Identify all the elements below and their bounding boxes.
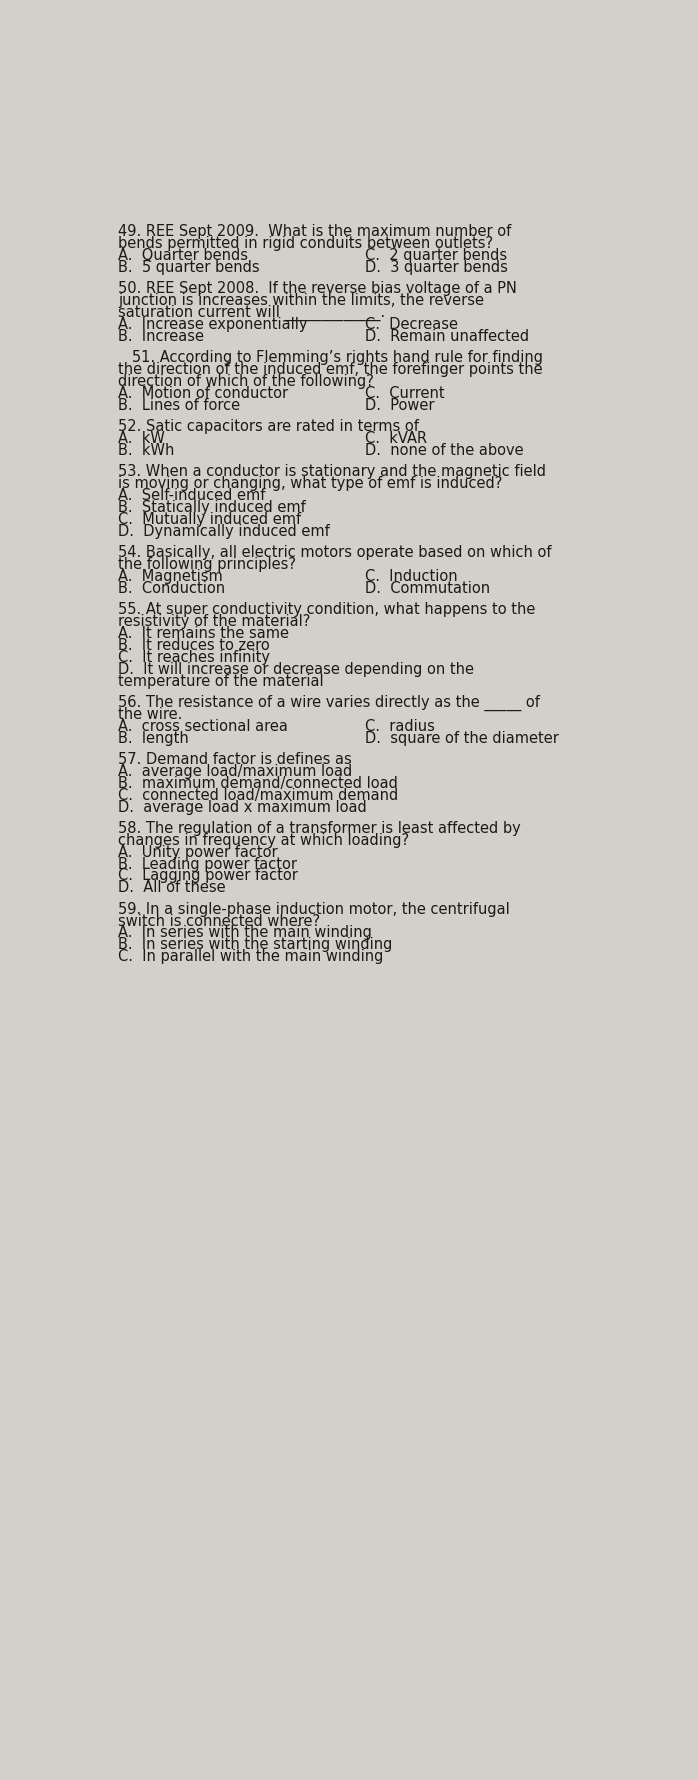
Text: B.  length: B. length: [118, 730, 189, 746]
Text: D.  square of the diameter: D. square of the diameter: [364, 730, 558, 746]
Text: D.  3 quarter bends: D. 3 quarter bends: [364, 260, 507, 276]
Text: B.  Statically induced emf: B. Statically induced emf: [118, 500, 306, 514]
Text: junction is increases within the limits, the reverse: junction is increases within the limits,…: [118, 294, 484, 308]
Text: C.  It reaches infinity: C. It reaches infinity: [118, 650, 270, 664]
Text: B.  Conduction: B. Conduction: [118, 580, 225, 596]
Text: A.  Self-induced emf: A. Self-induced emf: [118, 488, 266, 504]
Text: 53. When a conductor is stationary and the magnetic field: 53. When a conductor is stationary and t…: [118, 465, 547, 479]
Text: C.  Induction: C. Induction: [364, 570, 457, 584]
Text: saturation current will _____________.: saturation current will _____________.: [118, 304, 385, 322]
Text: B.  kWh: B. kWh: [118, 443, 174, 457]
Text: A.  Motion of conductor: A. Motion of conductor: [118, 386, 288, 400]
Text: C.  connected load/maximum demand: C. connected load/maximum demand: [118, 787, 399, 803]
Text: the direction of the induced emf, the forefinger points the: the direction of the induced emf, the fo…: [118, 361, 543, 377]
Text: resistivity of the material?: resistivity of the material?: [118, 614, 311, 628]
Text: B.  Lines of force: B. Lines of force: [118, 399, 240, 413]
Text: D.  It will increase or decrease depending on the: D. It will increase or decrease dependin…: [118, 662, 474, 676]
Text: A.  In series with the main winding: A. In series with the main winding: [118, 926, 372, 940]
Text: A.  Quarter bends: A. Quarter bends: [118, 247, 248, 263]
Text: bends permitted in rigid conduits between outlets?: bends permitted in rigid conduits betwee…: [118, 237, 493, 251]
Text: C.  In parallel with the main winding: C. In parallel with the main winding: [118, 949, 384, 965]
Text: B.  maximum demand/connected load: B. maximum demand/connected load: [118, 776, 398, 790]
Text: 58. The regulation of a transformer is least affected by: 58. The regulation of a transformer is l…: [118, 821, 521, 837]
Text: A.  average load/maximum load: A. average load/maximum load: [118, 764, 352, 780]
Text: C.  2 quarter bends: C. 2 quarter bends: [364, 247, 507, 263]
Text: 54. Basically, all electric motors operate based on which of: 54. Basically, all electric motors opera…: [118, 545, 551, 561]
Text: A.  Increase exponentially: A. Increase exponentially: [118, 317, 308, 333]
Text: D.  Dynamically induced emf: D. Dynamically induced emf: [118, 523, 330, 539]
Text: B.  It reduces to zero: B. It reduces to zero: [118, 637, 270, 653]
Text: D.  Power: D. Power: [364, 399, 434, 413]
Text: 55. At super conductivity condition, what happens to the: 55. At super conductivity condition, wha…: [118, 602, 535, 618]
Text: C.  radius: C. radius: [364, 719, 435, 733]
Text: 56. The resistance of a wire varies directly as the _____ of: 56. The resistance of a wire varies dire…: [118, 694, 540, 710]
Text: B.  Increase: B. Increase: [118, 329, 205, 344]
Text: D.  average load x maximum load: D. average load x maximum load: [118, 799, 367, 815]
Text: 49. REE Sept 2009.  What is the maximum number of: 49. REE Sept 2009. What is the maximum n…: [118, 224, 512, 239]
Text: the wire.: the wire.: [118, 707, 183, 721]
Text: B.  In series with the starting winding: B. In series with the starting winding: [118, 938, 392, 952]
Text: B.  Leading power factor: B. Leading power factor: [118, 856, 297, 872]
Text: D.  Remain unaffected: D. Remain unaffected: [364, 329, 529, 344]
Text: 51. According to Flemming’s rights hand rule for finding: 51. According to Flemming’s rights hand …: [118, 351, 543, 365]
Text: changes in frequency at which loading?: changes in frequency at which loading?: [118, 833, 409, 847]
Text: A.  cross sectional area: A. cross sectional area: [118, 719, 288, 733]
Text: 59. In a single-phase induction motor, the centrifugal: 59. In a single-phase induction motor, t…: [118, 902, 510, 917]
Text: 52. Satic capacitors are rated in terms of: 52. Satic capacitors are rated in terms …: [118, 418, 419, 434]
Text: A.  It remains the same: A. It remains the same: [118, 627, 289, 641]
Text: C.  Lagging power factor: C. Lagging power factor: [118, 869, 298, 883]
Text: C.  Decrease: C. Decrease: [364, 317, 458, 333]
Text: D.  none of the above: D. none of the above: [364, 443, 524, 457]
Text: direction of which of the following?: direction of which of the following?: [118, 374, 374, 390]
Text: switch is connected where?: switch is connected where?: [118, 913, 320, 929]
Text: A.  Unity power factor: A. Unity power factor: [118, 846, 278, 860]
Text: the following principles?: the following principles?: [118, 557, 296, 571]
Text: A.  Magnetism: A. Magnetism: [118, 570, 223, 584]
Text: 50. REE Sept 2008.  If the reverse bias voltage of a PN: 50. REE Sept 2008. If the reverse bias v…: [118, 281, 517, 295]
Text: D.  Commutation: D. Commutation: [364, 580, 490, 596]
Text: is moving or changing, what type of emf is induced?: is moving or changing, what type of emf …: [118, 477, 503, 491]
Text: D.  All of these: D. All of these: [118, 881, 226, 895]
Text: C.  kVAR: C. kVAR: [364, 431, 426, 447]
Text: B.  5 quarter bends: B. 5 quarter bends: [118, 260, 260, 276]
Text: temperature of the material: temperature of the material: [118, 673, 324, 689]
Text: 57. Demand factor is defines as: 57. Demand factor is defines as: [118, 751, 352, 767]
Text: C.  Mutually induced emf: C. Mutually induced emf: [118, 513, 302, 527]
Text: C.  Current: C. Current: [364, 386, 445, 400]
Text: A.  kW: A. kW: [118, 431, 165, 447]
